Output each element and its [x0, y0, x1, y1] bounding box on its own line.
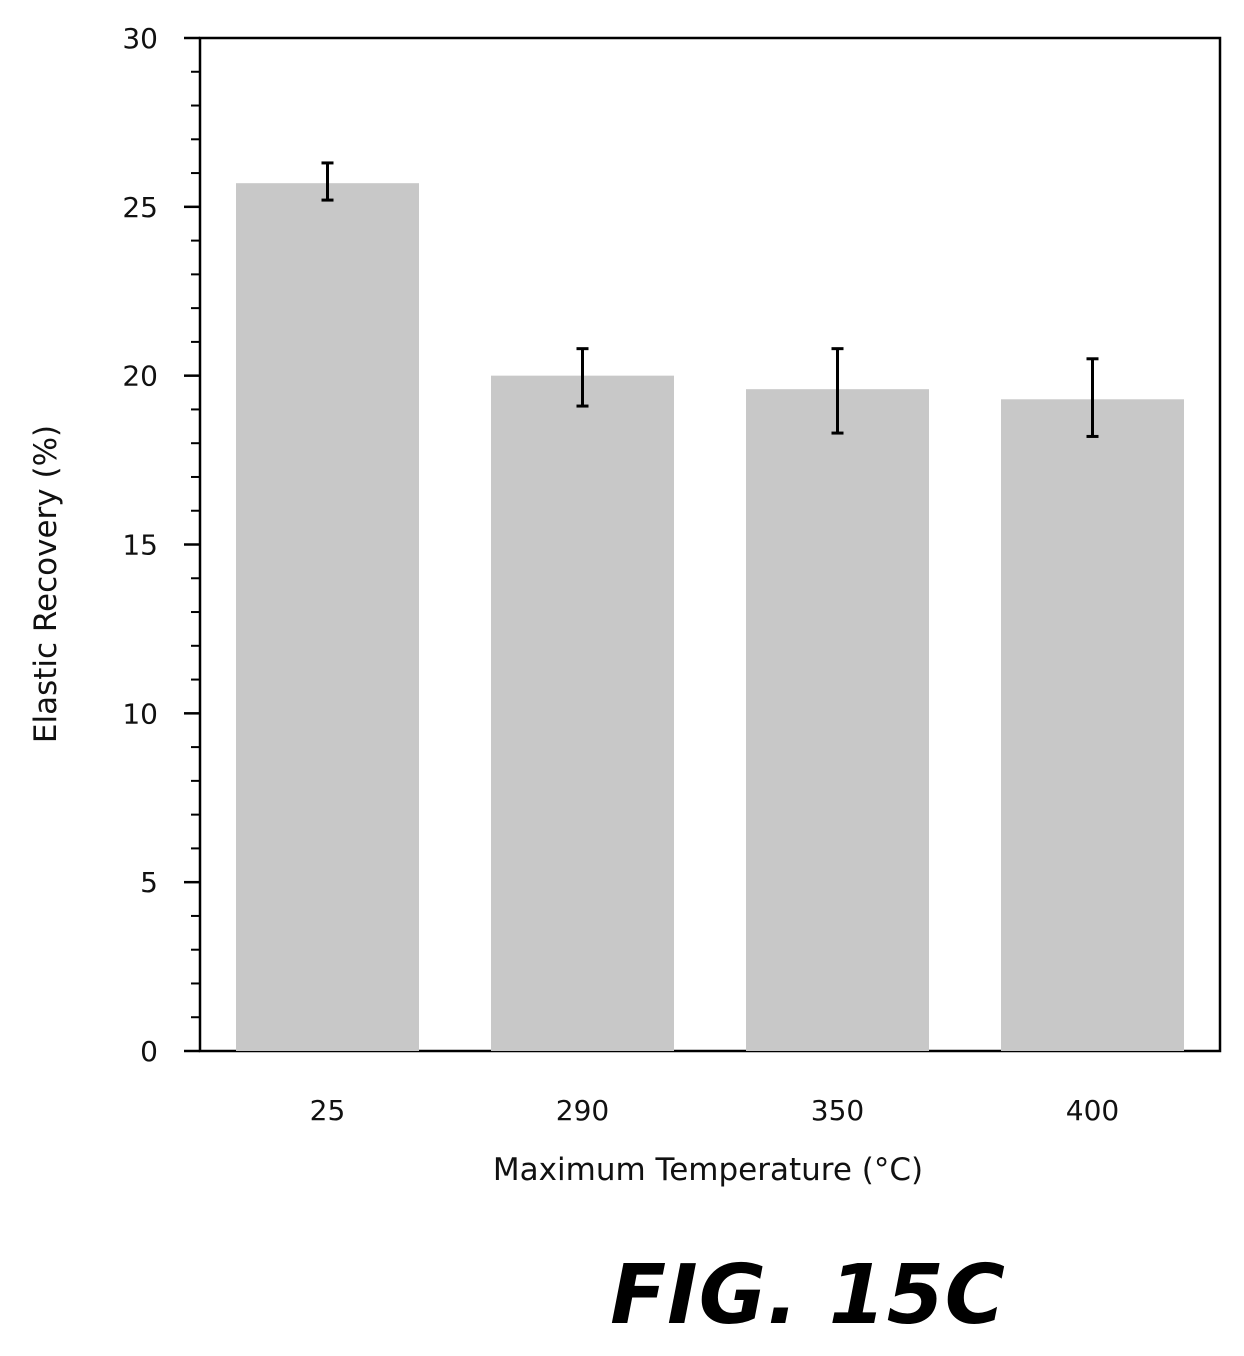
- error-bar-290: [576, 347, 589, 408]
- y-tick-label-20: 20: [122, 360, 158, 393]
- error-bar-350: [831, 347, 844, 435]
- bar-chart: 0 5 10 15 20 25 30 25 290 350 400 Maximum Tempera…: [28, 22, 1222, 1188]
- y-axis: 0 5 10 15 20 25 30: [122, 22, 200, 1068]
- y-tick-label-10: 10: [122, 697, 158, 730]
- bar-25: [236, 183, 419, 1052]
- x-axis: 25 290 350 400: [310, 1094, 1120, 1127]
- x-tick-label-25: 25: [310, 1094, 346, 1127]
- y-tick-label-15: 15: [122, 529, 158, 562]
- error-bars: [321, 161, 1099, 438]
- figure-label-text: FIG. 15C: [610, 1248, 1006, 1343]
- bar-350: [746, 389, 929, 1051]
- bars: [236, 183, 1184, 1052]
- x-tick-label-400: 400: [1066, 1094, 1119, 1127]
- bar-290: [491, 375, 674, 1052]
- error-bar-400: [1086, 357, 1099, 438]
- error-bar-25: [321, 161, 334, 202]
- x-tick-label-290: 290: [556, 1094, 609, 1127]
- figure-label: FIG. 15C: [0, 1248, 1244, 1343]
- bar-400: [1001, 399, 1184, 1051]
- y-axis-title: Elastic Recovery (%): [28, 425, 64, 743]
- y-tick-label-5: 5: [140, 866, 158, 899]
- x-axis-title: Maximum Temperature (°C): [493, 1152, 923, 1188]
- y-tick-label-0: 0: [140, 1035, 158, 1068]
- x-tick-label-350: 350: [811, 1094, 864, 1127]
- y-tick-label-30: 30: [122, 22, 158, 55]
- y-tick-label-25: 25: [122, 191, 158, 224]
